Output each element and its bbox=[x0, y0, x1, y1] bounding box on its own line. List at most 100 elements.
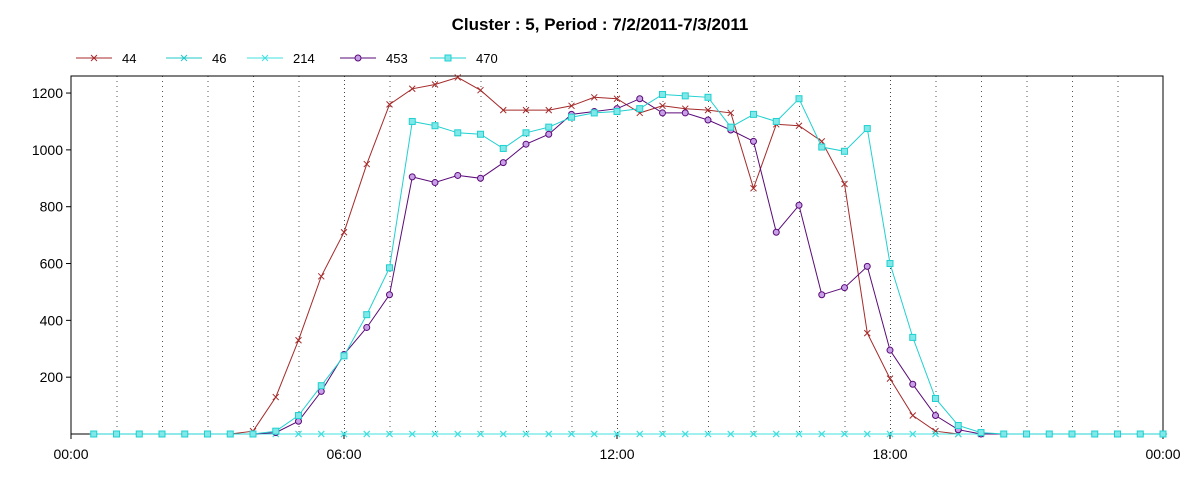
legend-item: 44 bbox=[76, 51, 136, 66]
data-point bbox=[1091, 430, 1099, 438]
data-point bbox=[886, 260, 894, 268]
data-point bbox=[954, 421, 962, 429]
legend-label: 453 bbox=[386, 51, 408, 66]
data-point bbox=[477, 86, 484, 94]
data-point bbox=[363, 323, 371, 331]
legend-marker bbox=[444, 54, 452, 62]
data-point bbox=[431, 430, 439, 438]
data-point bbox=[727, 109, 735, 117]
data-point bbox=[795, 95, 803, 103]
data-point bbox=[932, 394, 939, 402]
data-point bbox=[909, 333, 917, 341]
data-point bbox=[545, 123, 553, 131]
data-point bbox=[295, 336, 302, 344]
y-tick-label: 200 bbox=[40, 369, 64, 385]
data-point bbox=[522, 140, 530, 148]
data-point bbox=[226, 430, 234, 438]
data-point bbox=[363, 160, 371, 168]
data-point bbox=[704, 106, 712, 114]
data-point bbox=[863, 430, 871, 438]
series-453 bbox=[90, 95, 1167, 438]
legend-item: 46 bbox=[166, 51, 226, 66]
legend: 44 46 214 453 470 bbox=[76, 51, 498, 66]
legend-marker bbox=[90, 54, 98, 62]
data-point bbox=[704, 116, 712, 124]
data-point bbox=[613, 95, 621, 103]
y-tick-label: 600 bbox=[40, 256, 64, 272]
data-point bbox=[454, 74, 462, 81]
data-point bbox=[659, 430, 666, 438]
data-point bbox=[932, 412, 939, 420]
data-point bbox=[431, 179, 439, 187]
data-point bbox=[317, 430, 325, 438]
data-point bbox=[863, 262, 871, 270]
axes: 200 400 600 800 1000 1200 00:00 06:00 12:00 18:00… bbox=[32, 85, 1181, 462]
legend-item: 470 bbox=[430, 51, 498, 66]
data-point bbox=[886, 375, 894, 382]
data-point bbox=[249, 430, 257, 438]
data-point bbox=[750, 184, 757, 192]
data-point bbox=[386, 101, 393, 108]
data-point bbox=[317, 272, 325, 280]
legend-label: 46 bbox=[212, 51, 226, 66]
data-point bbox=[795, 201, 803, 209]
data-point bbox=[499, 430, 507, 438]
data-point bbox=[454, 129, 462, 137]
data-point bbox=[636, 95, 644, 103]
legend-marker bbox=[354, 54, 362, 62]
data-point bbox=[477, 430, 484, 438]
data-point bbox=[841, 284, 848, 292]
data-point bbox=[408, 173, 416, 181]
data-point bbox=[568, 102, 575, 110]
series-line bbox=[93, 98, 1163, 435]
data-point bbox=[545, 106, 553, 114]
legend-label: 214 bbox=[293, 51, 315, 66]
data-point bbox=[408, 85, 416, 93]
data-point bbox=[818, 430, 826, 438]
data-point bbox=[863, 329, 871, 337]
data-point bbox=[386, 264, 393, 272]
data-point bbox=[1114, 430, 1121, 438]
data-point bbox=[363, 430, 371, 438]
data-point bbox=[659, 109, 666, 117]
data-point bbox=[818, 291, 826, 299]
chart-title: Cluster : 5, Period : 7/2/2011-7/3/2011 bbox=[452, 15, 749, 34]
data-point bbox=[863, 125, 871, 133]
data-point bbox=[795, 122, 803, 130]
series-470 bbox=[90, 90, 1167, 438]
data-point bbox=[772, 430, 780, 438]
data-point bbox=[340, 228, 348, 236]
data-point bbox=[932, 427, 939, 435]
data-point bbox=[977, 429, 985, 437]
data-point bbox=[340, 430, 348, 438]
data-point bbox=[636, 105, 644, 113]
data-point bbox=[499, 144, 507, 152]
data-point bbox=[272, 393, 280, 401]
data-point bbox=[886, 346, 894, 354]
data-point bbox=[841, 180, 848, 188]
data-point bbox=[340, 352, 348, 360]
legend-marker bbox=[180, 54, 188, 62]
data-point bbox=[477, 174, 484, 182]
data-point bbox=[772, 117, 780, 125]
data-point bbox=[568, 113, 575, 121]
data-point bbox=[750, 137, 757, 145]
data-point bbox=[590, 93, 598, 101]
data-point bbox=[204, 430, 211, 438]
data-point bbox=[1045, 430, 1053, 438]
data-point bbox=[1023, 430, 1030, 438]
data-point bbox=[727, 123, 735, 131]
data-point bbox=[113, 430, 120, 438]
data-point bbox=[659, 90, 666, 98]
data-point bbox=[1159, 430, 1167, 438]
data-point bbox=[704, 93, 712, 101]
data-point bbox=[909, 380, 917, 388]
x-tick-label: 00:00 bbox=[53, 446, 88, 462]
data-point bbox=[909, 430, 917, 438]
data-point bbox=[568, 430, 575, 438]
data-point bbox=[681, 109, 689, 117]
data-point bbox=[681, 430, 689, 438]
data-point bbox=[431, 81, 439, 88]
data-point bbox=[1000, 430, 1008, 438]
